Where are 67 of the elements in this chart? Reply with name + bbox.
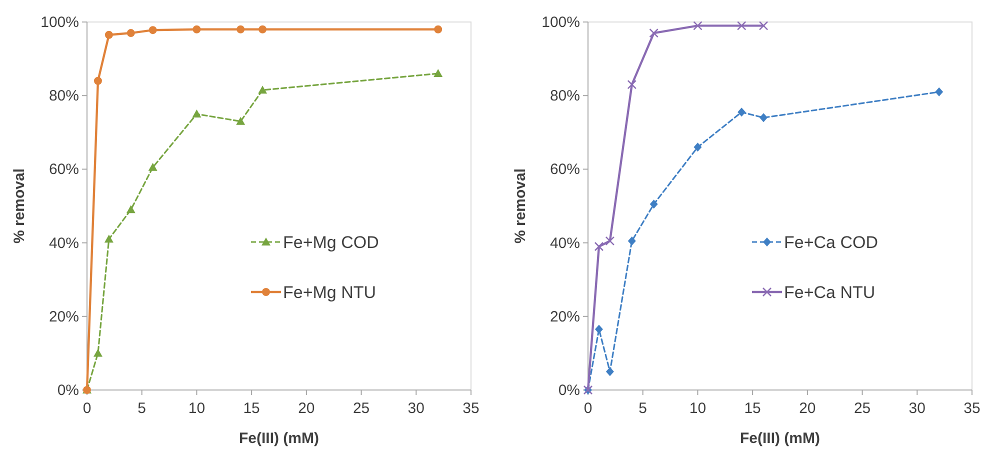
point <box>694 142 702 152</box>
x-tick-label: 30 <box>908 400 926 417</box>
point <box>148 162 158 171</box>
y-tick-label: 60% <box>48 161 79 178</box>
point <box>148 26 157 34</box>
point <box>628 236 636 246</box>
y-tick-label: 60% <box>550 161 580 178</box>
point <box>935 87 944 96</box>
legend-label: Fe+Mg COD <box>283 233 379 252</box>
point <box>736 21 746 30</box>
x-tick-label: 5 <box>138 400 146 417</box>
point <box>594 242 604 252</box>
y-tick-label: 80% <box>48 88 79 105</box>
point <box>760 113 768 122</box>
x-tick-label: 35 <box>964 400 980 417</box>
point <box>104 234 114 243</box>
point <box>236 116 246 125</box>
y-tick-label: 0% <box>558 382 580 399</box>
y-tick-label: 100% <box>542 14 580 31</box>
y-tick-label: 20% <box>550 308 580 326</box>
x-tick-label: 30 <box>408 400 424 417</box>
x-tick-label: 0 <box>584 400 592 417</box>
x-axis-title: Fe(III) (mM) <box>239 430 319 447</box>
x-tick-label: 10 <box>689 400 706 417</box>
point <box>94 76 102 85</box>
point <box>258 25 267 34</box>
y-tick-label: 80% <box>550 88 580 105</box>
point <box>93 348 102 357</box>
point <box>605 236 615 246</box>
x-tick-label: 5 <box>638 400 648 417</box>
legend-label: Fe+Ca NTU <box>784 283 876 302</box>
y-axis-title: % removal <box>11 168 28 244</box>
x-tick-label: 20 <box>799 400 816 417</box>
point <box>758 21 768 30</box>
legend-label: Fe+Ca COD <box>784 233 878 252</box>
x-tick-label: 25 <box>352 400 370 417</box>
legend-label: Fe+Mg NTU <box>283 283 376 302</box>
point <box>606 367 614 376</box>
y-tick-label: 0% <box>57 382 79 399</box>
point <box>649 28 658 38</box>
y-tick-label: 20% <box>48 308 79 326</box>
x-tick-label: 15 <box>744 400 761 417</box>
point <box>693 21 702 30</box>
point <box>594 324 603 334</box>
x-tick-label: 25 <box>854 400 871 417</box>
point <box>236 25 245 34</box>
point <box>126 29 135 38</box>
y-tick-label: 100% <box>40 14 79 31</box>
point <box>434 69 443 78</box>
point <box>627 80 637 90</box>
x-axis-title: Fe(III) (mM) <box>740 430 820 447</box>
x-tick-label: 15 <box>243 400 260 417</box>
y-tick-label: 40% <box>48 234 79 252</box>
point <box>104 30 113 39</box>
x-tick-label: 35 <box>462 400 480 417</box>
point <box>434 25 442 34</box>
point <box>192 110 202 118</box>
point <box>126 205 136 214</box>
point <box>738 108 746 117</box>
x-tick-label: 0 <box>82 400 92 417</box>
point <box>258 86 268 94</box>
y-tick-label: 40% <box>550 234 580 252</box>
point <box>192 25 201 34</box>
y-axis-title: % removal <box>512 168 529 244</box>
x-tick-label: 20 <box>298 400 315 417</box>
x-tick-label: 10 <box>188 400 206 417</box>
point <box>650 200 658 209</box>
